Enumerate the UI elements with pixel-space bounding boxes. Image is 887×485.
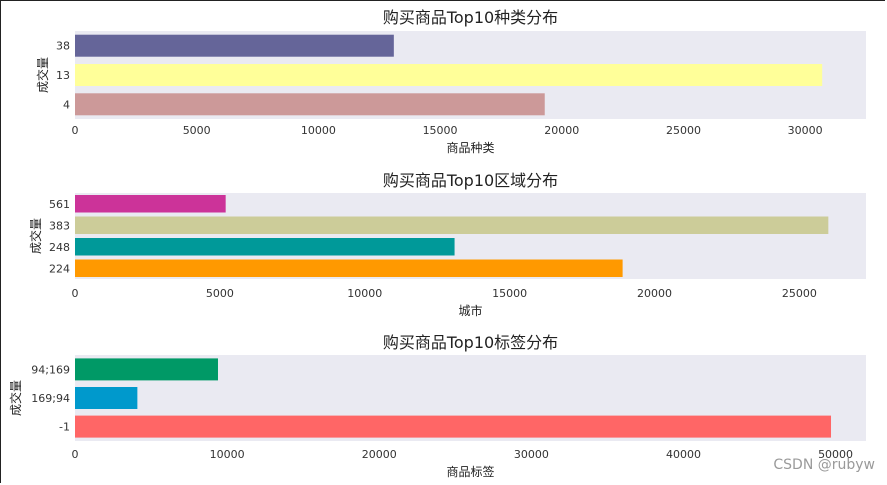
y-axis-label-2: 成交量 bbox=[28, 218, 43, 254]
x-axis-label-3: 商品标签 bbox=[446, 464, 494, 479]
x-tick-label-1: 0 bbox=[72, 124, 79, 137]
bar-3-94;169 bbox=[75, 358, 218, 381]
bar-1-4 bbox=[75, 93, 545, 116]
bar-1-38 bbox=[75, 34, 394, 57]
bar-3--1 bbox=[75, 415, 832, 438]
x-tick-label-3: 20000 bbox=[362, 448, 397, 461]
x-tick-label-1: 20000 bbox=[544, 124, 579, 137]
y-axis-label-1: 成交量 bbox=[35, 57, 50, 93]
y-tick-label-3: 169;94 bbox=[31, 392, 70, 405]
watermark: CSDN @rubyw bbox=[773, 457, 875, 473]
x-tick-label-3: 50000 bbox=[818, 448, 853, 461]
x-tick-label-1: 10000 bbox=[301, 124, 336, 137]
y-tick-label-2: 561 bbox=[49, 198, 70, 211]
x-tick-label-3: 10000 bbox=[210, 448, 245, 461]
y-tick-label-1: 38 bbox=[56, 40, 70, 53]
bar-2-383 bbox=[75, 216, 829, 234]
x-tick-label-2: 5000 bbox=[206, 287, 234, 300]
x-tick-label-1: 25000 bbox=[666, 124, 701, 137]
x-tick-label-3: 40000 bbox=[666, 448, 701, 461]
x-tick-label-3: 0 bbox=[72, 448, 79, 461]
y-tick-label-3: -1 bbox=[59, 421, 70, 434]
x-tick-label-1: 30000 bbox=[788, 124, 823, 137]
y-tick-label-2: 248 bbox=[49, 241, 70, 254]
x-tick-label-1: 15000 bbox=[423, 124, 458, 137]
x-tick-label-2: 0 bbox=[72, 287, 79, 300]
x-tick-label-3: 30000 bbox=[514, 448, 549, 461]
y-tick-label-1: 13 bbox=[56, 69, 70, 82]
bar-1-13 bbox=[75, 64, 823, 86]
chart-title-2: 购买商品Top10区域分布 bbox=[383, 171, 558, 190]
y-tick-label-3: 94;169 bbox=[31, 363, 70, 376]
bar-2-224 bbox=[75, 259, 623, 277]
x-tick-label-2: 25000 bbox=[782, 287, 817, 300]
x-tick-label-2: 10000 bbox=[347, 287, 382, 300]
x-tick-label-1: 5000 bbox=[183, 124, 211, 137]
y-tick-label-2: 383 bbox=[49, 219, 70, 232]
x-axis-label-1: 商品种类 bbox=[446, 140, 494, 155]
y-tick-label-2: 224 bbox=[49, 262, 70, 275]
bar-3-169;94 bbox=[75, 387, 138, 409]
x-axis-label-2: 城市 bbox=[458, 303, 482, 318]
chart-title-1: 购买商品Top10种类分布 bbox=[383, 8, 558, 27]
chart-title-3: 购买商品Top10标签分布 bbox=[383, 333, 558, 352]
bar-2-248 bbox=[75, 238, 455, 256]
y-axis-label-3: 成交量 bbox=[8, 380, 23, 416]
bar-2-561 bbox=[75, 195, 226, 213]
x-tick-label-2: 20000 bbox=[637, 287, 672, 300]
x-tick-label-2: 15000 bbox=[492, 287, 527, 300]
y-tick-label-1: 4 bbox=[63, 98, 70, 111]
